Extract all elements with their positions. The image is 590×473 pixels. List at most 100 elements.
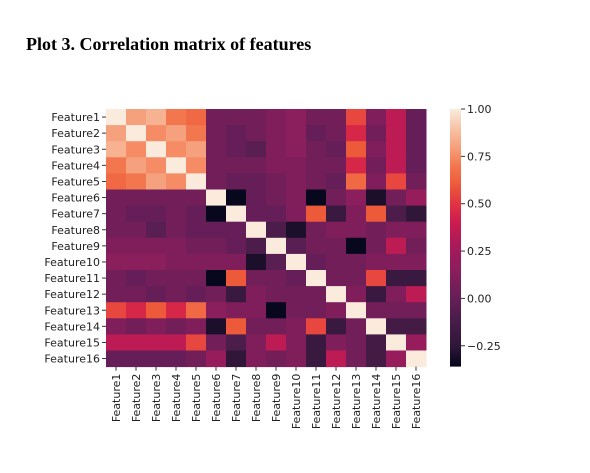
heatmap-cell	[286, 189, 307, 207]
x-tick-label: Feature8	[250, 374, 263, 423]
heatmap-cell	[246, 205, 267, 223]
heatmap-cell	[206, 253, 227, 271]
heatmap-cell	[326, 237, 347, 255]
y-tick-label: Feature14	[44, 320, 100, 333]
heatmap-cell	[166, 350, 187, 368]
heatmap-cell	[106, 253, 127, 271]
heatmap-cell	[166, 221, 187, 239]
heatmap-cell	[166, 141, 187, 158]
heatmap-cell	[206, 286, 227, 303]
y-tick-label: Feature2	[51, 127, 100, 140]
heatmap-cell	[306, 302, 327, 319]
x-tick-label: Feature14	[370, 374, 383, 430]
heatmap-cell	[246, 237, 267, 255]
heatmap-cell	[106, 189, 127, 207]
x-axis-labels: Feature1 Feature2 Feature3 Feature4 Feature5…	[110, 366, 423, 430]
heatmap-cell	[366, 350, 387, 368]
heatmap-cell	[146, 302, 167, 319]
heatmap-cell	[386, 286, 407, 303]
heatmap-cell	[266, 270, 287, 287]
y-tick-label: Feature8	[51, 224, 100, 237]
heatmap-cell	[306, 125, 327, 142]
heatmap-cell	[186, 270, 207, 287]
heatmap-cell	[326, 157, 347, 174]
heatmap-cell	[326, 286, 347, 303]
heatmap-cell	[266, 237, 287, 255]
heatmap-cell	[386, 334, 407, 351]
heatmap-cell	[406, 318, 427, 335]
heatmap-cell	[346, 189, 367, 207]
heatmap-cell	[346, 205, 367, 223]
heatmap-cell	[286, 302, 307, 319]
heatmap-cell	[186, 157, 207, 174]
heatmap-cell	[226, 237, 247, 255]
heatmap-cell	[166, 286, 187, 303]
y-tick-label: Feature1	[51, 111, 100, 124]
heatmap-cell	[406, 189, 427, 207]
heatmap-cell	[246, 334, 267, 351]
heatmap-cell	[406, 350, 427, 368]
y-tick-label: Feature13	[44, 304, 100, 317]
heatmap-cell	[186, 253, 207, 271]
x-tick-label: Feature5	[190, 374, 203, 423]
heatmap-cell	[206, 334, 227, 351]
x-tick-label: Feature4	[170, 374, 183, 423]
heatmap-cell	[206, 237, 227, 255]
heatmap-cell	[186, 125, 207, 142]
heatmap-cell	[386, 318, 407, 335]
page-title: Plot 3. Correlation matrix of features	[26, 34, 312, 54]
heatmap-cell	[126, 189, 147, 207]
heatmap-cell	[346, 157, 367, 174]
heatmap-cell	[226, 253, 247, 271]
heatmap-cell	[266, 253, 287, 271]
heatmap-cell	[146, 237, 167, 255]
heatmap-cell	[326, 189, 347, 207]
heatmap-cell	[186, 237, 207, 255]
heatmap-cell	[226, 270, 247, 287]
heatmap-cell	[106, 173, 127, 190]
x-tick-label: Feature6	[210, 374, 223, 423]
heatmap-cell	[346, 334, 367, 351]
heatmap-cell	[286, 237, 307, 255]
heatmap-cell	[146, 205, 167, 223]
heatmap-cell	[266, 221, 287, 239]
heatmap-cell	[246, 302, 267, 319]
heatmap-cell	[206, 141, 227, 158]
heatmap-cell	[326, 350, 347, 368]
heatmap-cell	[146, 157, 167, 174]
heatmap-cell	[366, 270, 387, 287]
heatmap-cell	[306, 350, 327, 368]
heatmap-cell	[146, 350, 167, 368]
heatmap-cell	[326, 141, 347, 158]
heatmap-cell	[266, 189, 287, 207]
heatmap-cell	[166, 125, 187, 142]
heatmap-cell	[166, 270, 187, 287]
colorbar-tick-label: 0.50	[467, 198, 492, 211]
x-tick-label: Feature2	[130, 374, 143, 423]
heatmap-cell	[126, 350, 147, 368]
heatmap-cell	[386, 350, 407, 368]
heatmap-cell	[166, 173, 187, 190]
heatmap-cell	[386, 253, 407, 271]
heatmap-cell	[386, 157, 407, 174]
heatmap-cell	[326, 205, 347, 223]
x-tick-label: Feature15	[390, 374, 403, 430]
heatmap-cell	[406, 221, 427, 239]
heatmap-cell	[106, 318, 127, 335]
heatmap-cell	[386, 237, 407, 255]
heatmap-cell	[206, 157, 227, 174]
heatmap-cell	[106, 302, 127, 319]
heatmap-cell	[286, 125, 307, 142]
heatmap-cell	[266, 205, 287, 223]
colorbar-ticks: 1.00 0.75 0.50 0.25 0.00 −0.25	[461, 103, 501, 353]
heatmap-cell	[306, 318, 327, 335]
heatmap-cell	[366, 125, 387, 142]
heatmap-cell	[266, 286, 287, 303]
heatmap-cell	[226, 157, 247, 174]
heatmap-cell	[126, 141, 147, 158]
heatmap-cell	[106, 205, 127, 223]
x-tick-label: Feature10	[290, 374, 303, 430]
heatmap-cell	[306, 205, 327, 223]
heatmap-cell	[166, 318, 187, 335]
heatmap-cell	[346, 350, 367, 368]
